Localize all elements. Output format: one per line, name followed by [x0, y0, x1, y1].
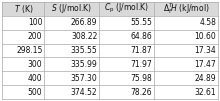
Text: 71.87: 71.87 — [131, 46, 152, 55]
Bar — [2, 16, 218, 30]
Bar — [2, 71, 218, 85]
Text: 400: 400 — [28, 74, 42, 83]
Text: 4.58: 4.58 — [199, 18, 216, 27]
Text: $S$ (J/mol.K): $S$ (J/mol.K) — [51, 2, 92, 15]
Text: 55.55: 55.55 — [130, 18, 152, 27]
Text: 75.98: 75.98 — [131, 74, 152, 83]
Text: 24.89: 24.89 — [194, 74, 216, 83]
Text: 300: 300 — [28, 60, 42, 69]
Text: 71.97: 71.97 — [131, 60, 152, 69]
Text: 17.47: 17.47 — [194, 60, 216, 69]
Text: 500: 500 — [28, 88, 42, 97]
Text: 200: 200 — [28, 32, 42, 41]
Text: $C_\mathregular{p}$ (J/mol.K): $C_\mathregular{p}$ (J/mol.K) — [104, 2, 149, 15]
Bar — [2, 44, 218, 57]
Text: 357.30: 357.30 — [71, 74, 97, 83]
Bar — [2, 85, 218, 99]
Text: 335.55: 335.55 — [71, 46, 97, 55]
Text: 32.61: 32.61 — [194, 88, 216, 97]
Text: 308.22: 308.22 — [71, 32, 97, 41]
Text: $\Delta_\mathrm{f}^T\!H$ (kJ/mol): $\Delta_\mathrm{f}^T\!H$ (kJ/mol) — [163, 2, 209, 16]
Text: 374.52: 374.52 — [71, 88, 97, 97]
Text: $T$ (K): $T$ (K) — [13, 3, 33, 15]
Text: 335.99: 335.99 — [71, 60, 97, 69]
Text: 100: 100 — [28, 18, 42, 27]
Text: 266.89: 266.89 — [71, 18, 97, 27]
Bar — [2, 2, 218, 16]
Bar — [2, 30, 218, 44]
Bar — [2, 57, 218, 71]
Text: 298.15: 298.15 — [16, 46, 42, 55]
Text: 10.60: 10.60 — [194, 32, 216, 41]
Text: 64.86: 64.86 — [131, 32, 152, 41]
Text: 17.34: 17.34 — [194, 46, 216, 55]
Text: 78.26: 78.26 — [131, 88, 152, 97]
